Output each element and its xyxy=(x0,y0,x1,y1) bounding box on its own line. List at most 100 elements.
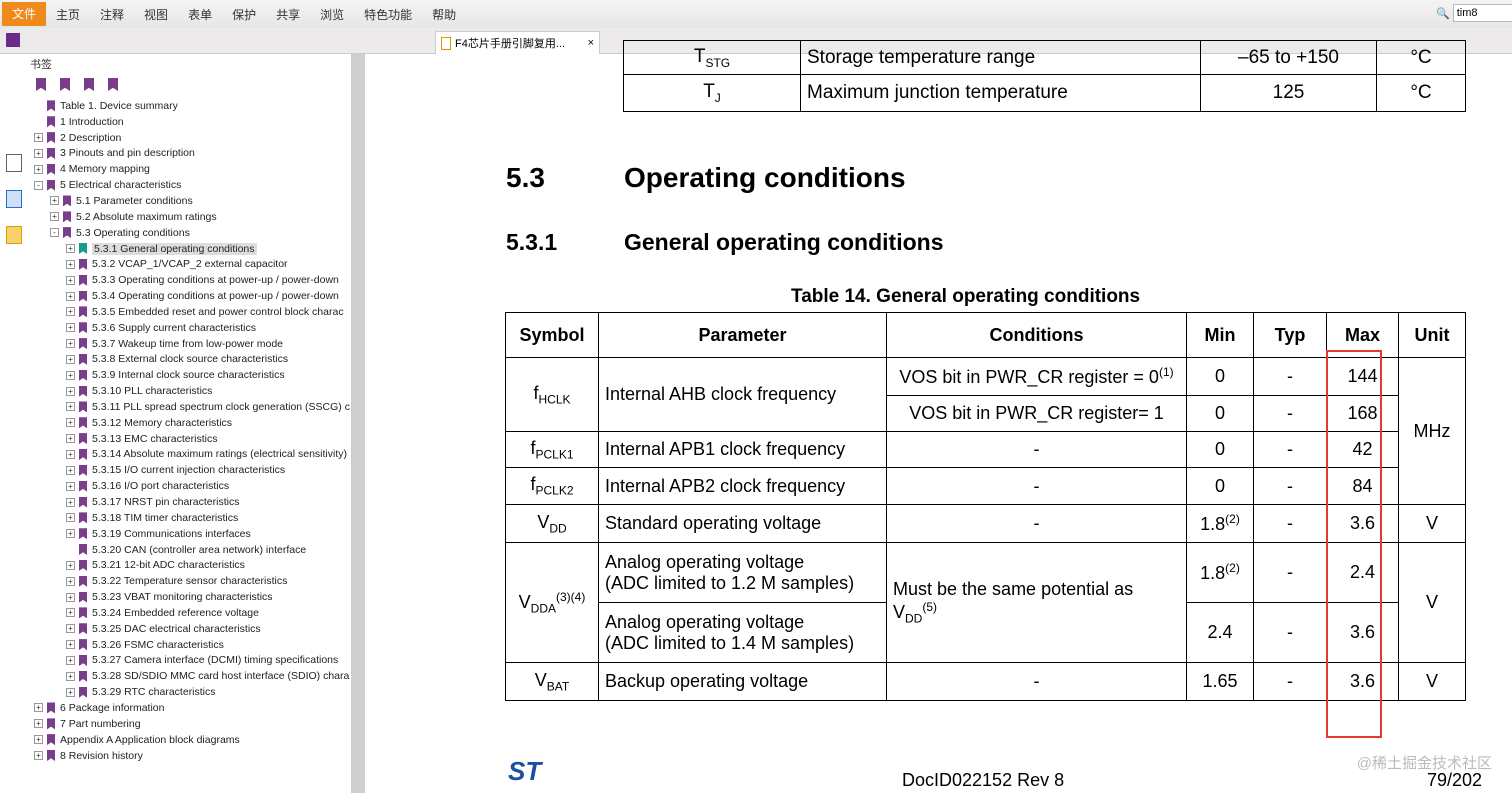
pages-icon[interactable] xyxy=(6,154,22,172)
expand-toggle[interactable]: + xyxy=(66,608,75,618)
menu-view[interactable]: 视图 xyxy=(144,7,169,22)
bookmark-item[interactable]: +2 Description xyxy=(30,130,352,146)
expand-toggle[interactable]: + xyxy=(66,576,75,586)
bookmark-item[interactable]: +5.3.29 RTC characteristics xyxy=(30,684,352,700)
bookmark-item[interactable]: +8 Revision history xyxy=(30,748,352,764)
document-tab[interactable]: F4芯片手册引脚复用... × xyxy=(435,31,600,54)
bookmark-item[interactable]: +5.1 Parameter conditions xyxy=(30,193,352,209)
bookmark-item[interactable]: +3 Pinouts and pin description xyxy=(30,146,352,162)
expand-toggle[interactable]: + xyxy=(66,402,75,412)
expand-toggle[interactable]: + xyxy=(66,307,75,317)
bookmark-item[interactable]: +5.3.13 EMC characteristics xyxy=(30,431,352,447)
expand-toggle[interactable]: + xyxy=(34,133,43,143)
expand-toggle[interactable]: + xyxy=(66,497,75,507)
expand-toggle[interactable]: - xyxy=(34,180,43,190)
expand-toggle[interactable]: + xyxy=(34,719,43,729)
bookmark-item[interactable]: +5.3.5 Embedded reset and power control … xyxy=(30,304,352,320)
menu-home[interactable]: 主页 xyxy=(56,7,81,22)
expand-toggle[interactable] xyxy=(34,117,43,126)
bookmark-item[interactable]: +5.3.11 PLL spread spectrum clock genera… xyxy=(30,399,352,415)
bookmark-item[interactable]: +5.2 Absolute maximum ratings xyxy=(30,209,352,225)
bookmark-item[interactable]: 5.3.20 CAN (controller area network) int… xyxy=(30,542,352,558)
bookmark-item[interactable]: +5.3.21 12-bit ADC characteristics xyxy=(30,557,352,573)
expand-toggle[interactable]: + xyxy=(66,323,75,333)
bookmark-item[interactable]: +5.3.1 General operating conditions xyxy=(30,241,352,257)
bookmark-item[interactable]: +5.3.27 Camera interface (DCMI) timing s… xyxy=(30,653,352,669)
add-bookmark-icon[interactable] xyxy=(60,78,70,91)
expand-toggle[interactable]: + xyxy=(66,481,75,491)
bookmark-item[interactable]: +5.3.22 Temperature sensor characteristi… xyxy=(30,573,352,589)
expand-toggle[interactable]: + xyxy=(66,259,75,269)
bookmark-item[interactable]: +7 Part numbering xyxy=(30,716,352,732)
bookmark-item[interactable]: + Appendix A Application block diagrams xyxy=(30,732,352,748)
bookmark-item[interactable]: - 5 Electrical characteristics xyxy=(30,177,352,193)
bookmark-item[interactable]: +5.3.8 External clock source characteris… xyxy=(30,352,352,368)
expand-toggle[interactable]: + xyxy=(66,655,75,665)
bookmark-item[interactable]: +4 Memory mapping xyxy=(30,161,352,177)
bookmark-item[interactable]: +5.3.18 TIM timer characteristics xyxy=(30,510,352,526)
find-bookmark-icon[interactable] xyxy=(108,78,118,91)
bookmark-item[interactable]: 1 Introduction xyxy=(30,114,352,130)
expand-toggle[interactable]: + xyxy=(66,513,75,523)
expand-toggle[interactable]: + xyxy=(66,386,75,396)
expand-toggle[interactable]: + xyxy=(50,196,59,206)
close-tab-icon[interactable]: × xyxy=(587,37,594,49)
delete-bookmark-icon[interactable] xyxy=(36,78,46,91)
bookmark-item[interactable]: +6 Package information xyxy=(30,700,352,716)
expand-toggle[interactable]: - xyxy=(50,228,59,238)
menu-help[interactable]: 帮助 xyxy=(432,7,457,22)
bookmark-item[interactable]: +5.3.23 VBAT monitoring characteristics xyxy=(30,589,352,605)
expand-toggle[interactable]: + xyxy=(66,418,75,428)
comments-icon[interactable] xyxy=(6,226,22,244)
expand-toggle[interactable]: + xyxy=(66,370,75,380)
bookmark-item[interactable]: +5.3.4 Operating conditions at power-up … xyxy=(30,288,352,304)
expand-toggle[interactable]: + xyxy=(66,339,75,349)
bookmark-item[interactable]: +5.3.2 VCAP_1/VCAP_2 external capacitor xyxy=(30,256,352,272)
menu-features[interactable]: 特色功能 xyxy=(364,7,413,22)
menu-file[interactable]: 文件 xyxy=(2,2,47,26)
expand-toggle[interactable]: + xyxy=(66,671,75,681)
expand-toggle[interactable]: + xyxy=(34,735,43,745)
expand-toggle[interactable]: + xyxy=(34,751,43,761)
bookmark-item[interactable]: +5.3.14 Absolute maximum ratings (electr… xyxy=(30,447,352,463)
sidebar-scrollbar[interactable] xyxy=(352,54,365,793)
expand-toggle[interactable]: + xyxy=(50,212,59,222)
bookmark-item[interactable]: +5.3.7 Wakeup time from low-power mode xyxy=(30,336,352,352)
bookmark-item[interactable]: +5.3.3 Operating conditions at power-up … xyxy=(30,272,352,288)
bookmark-item[interactable]: Table 1. Device summary xyxy=(30,98,352,114)
bookmark-item[interactable]: +5.3.19 Communications interfaces xyxy=(30,526,352,542)
expand-toggle[interactable] xyxy=(34,101,43,110)
bookmark-item[interactable]: +5.3.6 Supply current characteristics xyxy=(30,320,352,336)
expand-toggle[interactable]: + xyxy=(66,275,75,285)
bookmark-item[interactable]: +5.3.24 Embedded reference voltage xyxy=(30,605,352,621)
expand-toggle[interactable]: + xyxy=(66,640,75,650)
expand-toggle[interactable]: + xyxy=(66,354,75,364)
expand-toggle[interactable]: + xyxy=(66,434,75,444)
bookmark-item[interactable]: +5.3.28 SD/SDIO MMC card host interface … xyxy=(30,668,352,684)
bookmark-item[interactable]: +5.3.10 PLL characteristics xyxy=(30,383,352,399)
menu-comment[interactable]: 注释 xyxy=(100,7,125,22)
expand-toggle[interactable]: + xyxy=(66,687,75,697)
bookmark-item[interactable]: +5.3.16 I/O port characteristics xyxy=(30,478,352,494)
expand-toggle[interactable]: + xyxy=(34,164,43,174)
search-icon[interactable]: 🔍 xyxy=(1436,7,1450,20)
bookmark-item[interactable]: +5.3.15 I/O current injection characteri… xyxy=(30,462,352,478)
menu-share[interactable]: 共享 xyxy=(276,7,301,22)
expand-toggle[interactable]: + xyxy=(66,529,75,539)
menu-form[interactable]: 表单 xyxy=(188,7,213,22)
bookmark-item[interactable]: +5.3.26 FSMC characteristics xyxy=(30,637,352,653)
expand-toggle[interactable]: + xyxy=(34,703,43,713)
bookmark-item[interactable]: +5.3.9 Internal clock source characteris… xyxy=(30,367,352,383)
move-bookmark-icon[interactable] xyxy=(84,78,94,91)
menu-browse[interactable]: 浏览 xyxy=(320,7,345,22)
expand-toggle[interactable]: + xyxy=(66,624,75,634)
search-input[interactable] xyxy=(1452,4,1512,22)
expand-toggle[interactable]: + xyxy=(66,560,75,570)
expand-toggle[interactable]: + xyxy=(66,291,75,301)
bookmark-item[interactable]: +5.3.17 NRST pin characteristics xyxy=(30,494,352,510)
bookmark-item[interactable]: +5.3.12 Memory characteristics xyxy=(30,415,352,431)
expand-toggle[interactable]: + xyxy=(34,148,43,158)
bookmark-item[interactable]: +5.3.25 DAC electrical characteristics xyxy=(30,621,352,637)
expand-toggle[interactable]: + xyxy=(66,465,75,475)
expand-toggle[interactable] xyxy=(66,545,75,554)
